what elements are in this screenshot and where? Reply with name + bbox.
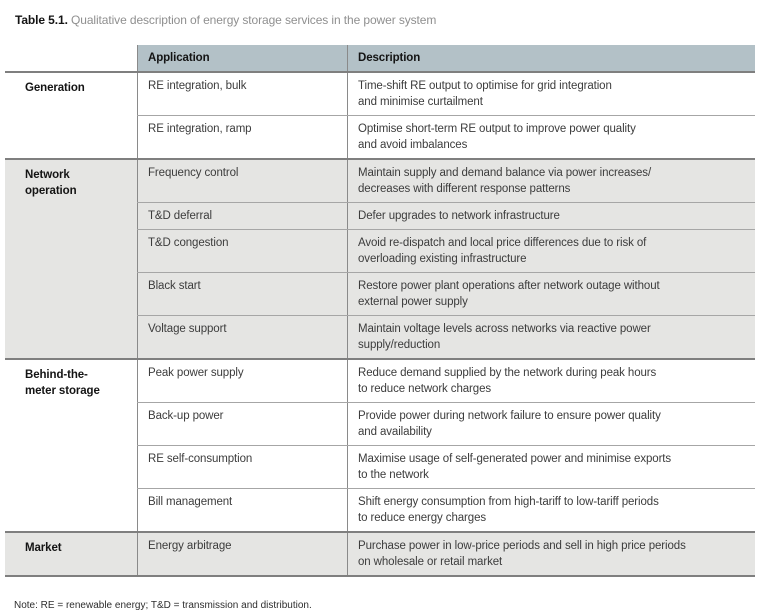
table-row: Energy arbitrage Purchase power in low-p… <box>137 533 755 575</box>
table-row: T&D congestion Avoid re-dispatch and loc… <box>137 229 755 272</box>
energy-storage-services-table: Application Description Generation RE in… <box>5 45 755 577</box>
description-cell: Maintain supply and demand balance via p… <box>347 160 755 202</box>
table-row: T&D deferral Defer upgrades to network i… <box>137 202 755 229</box>
application-cell: Voltage support <box>137 316 347 358</box>
application-cell: RE integration, bulk <box>137 73 347 115</box>
application-cell: Peak power supply <box>137 360 347 402</box>
section-generation: Generation RE integration, bulk Time-shi… <box>5 71 755 158</box>
application-cell: Frequency control <box>137 160 347 202</box>
group-label: Network operation <box>25 169 77 197</box>
table-row: Voltage support Maintain voltage levels … <box>137 315 755 358</box>
section-behind-the-meter-storage: Behind-the-meter storage Peak power supp… <box>5 358 755 531</box>
table-title: Table 5.1. Qualitative description of en… <box>15 12 766 28</box>
description-cell: Defer upgrades to network infrastructure <box>347 203 755 229</box>
description-cell: Reduce demand supplied by the network du… <box>347 360 755 402</box>
header-spacer <box>5 45 137 71</box>
application-cell: Back-up power <box>137 403 347 445</box>
section-network-operation: Network operation Frequency control Main… <box>5 158 755 358</box>
column-header-description: Description <box>347 45 755 71</box>
application-cell: T&D congestion <box>137 230 347 272</box>
application-cell: Black start <box>137 273 347 315</box>
description-cell: Maintain voltage levels across networks … <box>347 316 755 358</box>
group-label: Generation <box>25 82 85 94</box>
table-row: Back-up power Provide power during netwo… <box>137 402 755 445</box>
table-note: Note: RE = renewable energy; T&D = trans… <box>14 600 312 611</box>
table-header-row: Application Description <box>5 45 755 71</box>
description-cell: Time-shift RE output to optimise for gri… <box>347 73 755 115</box>
section-market: Market Energy arbitrage Purchase power i… <box>5 531 755 575</box>
table-row: Peak power supply Reduce demand supplied… <box>137 360 755 402</box>
column-header-application: Application <box>137 45 347 71</box>
description-cell: Restore power plant operations after net… <box>347 273 755 315</box>
application-cell: RE self-consumption <box>137 446 347 488</box>
table-number: Table 5.1. <box>15 13 68 27</box>
table-row: RE integration, ramp Optimise short-term… <box>137 115 755 158</box>
description-cell: Provide power during network failure to … <box>347 403 755 445</box>
group-label: Market <box>25 542 62 554</box>
description-cell: Purchase power in low-price periods and … <box>347 533 755 575</box>
application-cell: Energy arbitrage <box>137 533 347 575</box>
application-cell: Bill management <box>137 489 347 531</box>
description-cell: Maximise usage of self-generated power a… <box>347 446 755 488</box>
description-cell: Optimise short-term RE output to improve… <box>347 116 755 158</box>
description-cell: Avoid re-dispatch and local price differ… <box>347 230 755 272</box>
table-row: Frequency control Maintain supply and de… <box>137 160 755 202</box>
table-row: Bill management Shift energy consumption… <box>137 488 755 531</box>
table-row: Black start Restore power plant operatio… <box>137 272 755 315</box>
application-cell: RE integration, ramp <box>137 116 347 158</box>
table-caption: Qualitative description of energy storag… <box>71 13 437 27</box>
group-label: Behind-the-meter storage <box>25 369 100 397</box>
table-row: RE self-consumption Maximise usage of se… <box>137 445 755 488</box>
application-cell: T&D deferral <box>137 203 347 229</box>
description-cell: Shift energy consumption from high-tarif… <box>347 489 755 531</box>
table-row: RE integration, bulk Time-shift RE outpu… <box>137 73 755 115</box>
